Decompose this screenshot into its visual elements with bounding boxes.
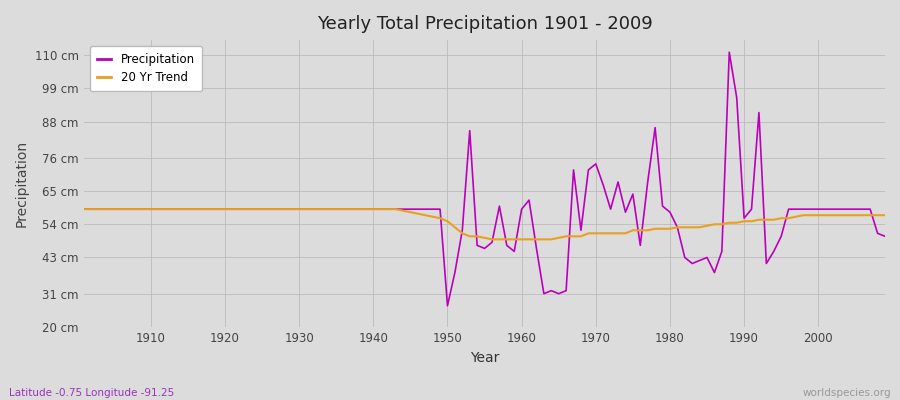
20 Yr Trend <box>78 207 89 212</box>
Precipitation <box>724 50 734 54</box>
20 Yr Trend <box>524 237 535 242</box>
Text: worldspecies.org: worldspecies.org <box>803 388 891 398</box>
20 Yr Trend <box>487 237 498 242</box>
X-axis label: Year: Year <box>470 351 500 365</box>
Legend: Precipitation, 20 Yr Trend: Precipitation, 20 Yr Trend <box>90 46 202 91</box>
Title: Yearly Total Precipitation 1901 - 2009: Yearly Total Precipitation 1901 - 2009 <box>317 15 652 33</box>
Precipitation <box>442 303 453 308</box>
20 Yr Trend <box>517 237 527 242</box>
Text: Latitude -0.75 Longitude -91.25: Latitude -0.75 Longitude -91.25 <box>9 388 175 398</box>
Precipitation <box>613 180 624 184</box>
Precipitation <box>346 207 356 212</box>
Line: Precipitation: Precipitation <box>84 52 885 306</box>
20 Yr Trend <box>302 207 312 212</box>
Precipitation <box>517 207 527 212</box>
Y-axis label: Precipitation: Precipitation <box>15 140 29 227</box>
Line: 20 Yr Trend: 20 Yr Trend <box>84 209 885 239</box>
Precipitation <box>78 207 89 212</box>
20 Yr Trend <box>879 213 890 218</box>
Precipitation <box>879 234 890 239</box>
20 Yr Trend <box>613 231 624 236</box>
20 Yr Trend <box>346 207 356 212</box>
Precipitation <box>138 207 148 212</box>
Precipitation <box>302 207 312 212</box>
20 Yr Trend <box>138 207 148 212</box>
Precipitation <box>524 198 535 202</box>
